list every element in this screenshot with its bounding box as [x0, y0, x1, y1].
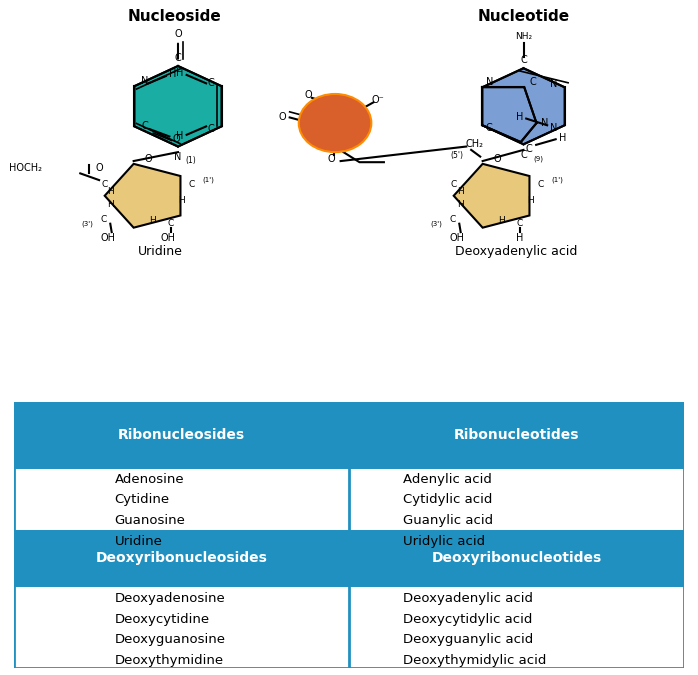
Text: O: O	[144, 155, 151, 165]
Text: H: H	[517, 233, 524, 243]
Text: Guanylic acid: Guanylic acid	[403, 514, 493, 527]
Text: N: N	[486, 77, 493, 86]
Text: C: C	[101, 215, 106, 223]
Text: H: H	[457, 187, 464, 196]
Polygon shape	[454, 164, 530, 227]
FancyBboxPatch shape	[14, 403, 684, 668]
Text: OH: OH	[450, 233, 465, 243]
Text: C: C	[102, 180, 107, 189]
Text: O: O	[305, 90, 312, 100]
Text: C: C	[529, 77, 536, 86]
Text: Ribonucleotides: Ribonucleotides	[454, 428, 579, 442]
Text: Deoxyadenylic acid: Deoxyadenylic acid	[455, 245, 578, 258]
Text: C: C	[168, 219, 174, 228]
Text: C: C	[208, 78, 214, 88]
Text: O: O	[328, 155, 335, 165]
Text: (5'): (5')	[451, 151, 463, 160]
Text: Deoxyribonucleotides: Deoxyribonucleotides	[431, 551, 602, 565]
Text: Cytidine: Cytidine	[114, 493, 170, 506]
Text: Adenylic acid: Adenylic acid	[403, 472, 491, 486]
Text: C: C	[189, 180, 195, 189]
Text: H: H	[457, 200, 464, 209]
Polygon shape	[482, 68, 565, 144]
Text: N: N	[141, 76, 149, 86]
Text: Deoxythymidylic acid: Deoxythymidylic acid	[403, 654, 546, 667]
Text: C: C	[451, 180, 456, 189]
Text: Deoxycytidine: Deoxycytidine	[114, 613, 209, 626]
Text: P: P	[330, 117, 340, 130]
Text: (1'): (1')	[202, 177, 214, 184]
Circle shape	[299, 94, 371, 152]
Text: O: O	[172, 134, 180, 144]
Text: Uridine: Uridine	[114, 535, 163, 547]
Text: (9): (9)	[534, 155, 544, 161]
Text: H: H	[169, 69, 177, 79]
Text: O: O	[279, 113, 286, 122]
Polygon shape	[105, 164, 181, 227]
Text: N: N	[551, 80, 558, 90]
Text: Deoxyadenylic acid: Deoxyadenylic acid	[403, 592, 533, 605]
Text: O: O	[96, 163, 103, 173]
FancyBboxPatch shape	[14, 531, 684, 585]
Text: C: C	[517, 219, 523, 228]
Text: N: N	[174, 152, 181, 161]
Text: O: O	[493, 155, 500, 165]
Text: OH: OH	[101, 233, 116, 243]
Text: C: C	[208, 124, 214, 134]
Text: N: N	[541, 118, 549, 128]
Text: Nucleotide: Nucleotide	[477, 9, 570, 24]
Text: H: H	[176, 132, 184, 142]
Text: Uridine: Uridine	[138, 245, 183, 258]
Text: Deoxycytidylic acid: Deoxycytidylic acid	[403, 613, 532, 626]
Text: (3'): (3')	[430, 221, 443, 227]
Text: (1'): (1')	[551, 177, 563, 184]
Text: Ribonucleosides: Ribonucleosides	[118, 428, 245, 442]
Text: Deoxyguanosine: Deoxyguanosine	[114, 633, 225, 646]
Text: C: C	[526, 144, 533, 154]
FancyBboxPatch shape	[14, 403, 684, 467]
Text: N: N	[551, 123, 558, 133]
Text: C: C	[520, 151, 527, 161]
Text: H: H	[107, 200, 114, 209]
Text: Deoxyribonucleosides: Deoxyribonucleosides	[96, 551, 267, 565]
Text: C: C	[174, 53, 181, 63]
Text: Cytidylic acid: Cytidylic acid	[403, 493, 492, 506]
Text: NH₂: NH₂	[515, 32, 532, 41]
Text: H: H	[527, 196, 534, 205]
Text: Guanosine: Guanosine	[114, 514, 186, 527]
Text: H: H	[178, 196, 185, 205]
Text: H: H	[498, 217, 505, 225]
Text: C: C	[538, 180, 544, 189]
Text: C: C	[450, 215, 455, 223]
Polygon shape	[135, 66, 221, 146]
Text: Deoxyadenosine: Deoxyadenosine	[114, 592, 225, 605]
Polygon shape	[482, 87, 537, 142]
Text: C: C	[520, 55, 527, 65]
Text: H: H	[176, 68, 184, 78]
Text: (1): (1)	[185, 156, 196, 165]
Text: C: C	[486, 123, 493, 133]
Text: HOCH₂: HOCH₂	[9, 163, 42, 173]
Text: CH₂: CH₂	[466, 139, 484, 149]
Text: (3'): (3')	[81, 221, 94, 227]
Text: H: H	[107, 187, 114, 196]
Text: Adenosine: Adenosine	[114, 472, 184, 486]
Text: OH: OH	[160, 233, 175, 243]
Text: O⁻: O⁻	[372, 95, 385, 105]
Text: H: H	[559, 132, 566, 142]
Text: C: C	[142, 122, 148, 132]
Text: Deoxythymidine: Deoxythymidine	[114, 654, 223, 667]
Text: H: H	[516, 112, 523, 122]
Text: Nucleoside: Nucleoside	[128, 9, 221, 24]
Text: H: H	[149, 217, 156, 225]
Text: O: O	[174, 29, 181, 39]
Text: Uridylic acid: Uridylic acid	[403, 535, 484, 547]
Text: Deoxyguanylic acid: Deoxyguanylic acid	[403, 633, 533, 646]
